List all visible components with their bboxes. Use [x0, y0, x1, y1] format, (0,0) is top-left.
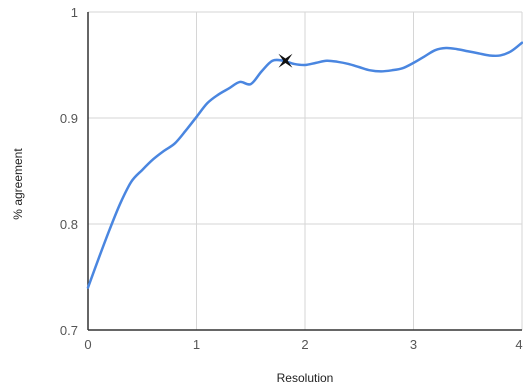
series-layer — [86, 41, 523, 289]
axis-layer — [87, 12, 522, 331]
x-axis-title: Resolution — [277, 371, 334, 385]
x-tick-label: 2 — [301, 337, 308, 352]
x-tick-label: 3 — [410, 337, 417, 352]
grid-layer — [88, 11, 523, 330]
marker-shape — [278, 53, 293, 68]
y-axis-title: % agreement — [11, 148, 25, 220]
marker-layer — [278, 53, 293, 68]
y-tick-label: 1 — [71, 5, 78, 20]
x-tick-label: 1 — [193, 337, 200, 352]
x-tick-label: 4 — [515, 337, 522, 352]
label-layer: 0 1 2 3 4 0.7 0.8 0.9 1 — [60, 5, 523, 352]
peak-marker — [278, 53, 293, 68]
y-tick-label: 0.9 — [60, 111, 78, 126]
y-tick-label: 0.7 — [60, 323, 78, 338]
x-tick-label: 0 — [84, 337, 91, 352]
y-tick-label: 0.8 — [60, 217, 78, 232]
series-line — [86, 41, 523, 289]
